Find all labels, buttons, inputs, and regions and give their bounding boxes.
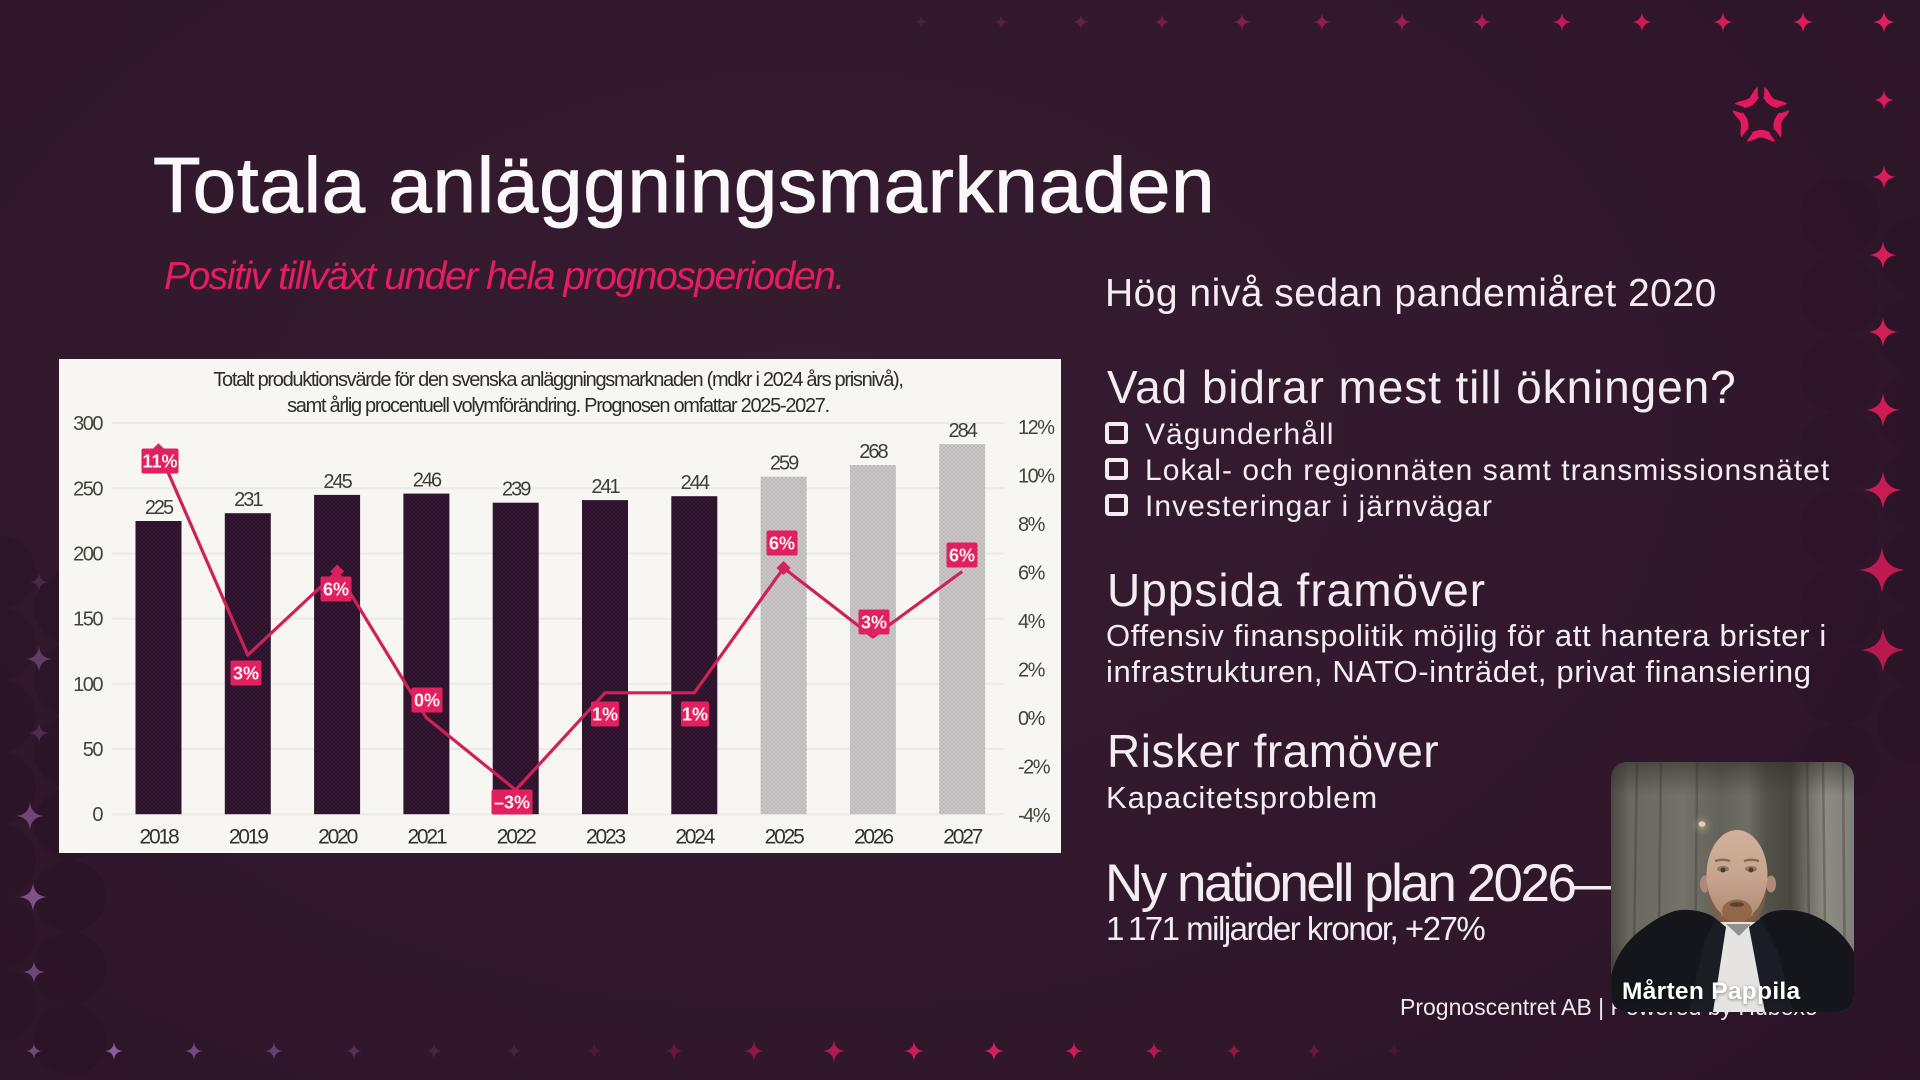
- svg-text:–3%: –3%: [494, 793, 530, 813]
- svg-text:245: 245: [323, 471, 352, 493]
- svg-text:Totalt produktionsvärde för de: Totalt produktionsvärde för den svenska …: [213, 369, 902, 391]
- svg-text:2018: 2018: [140, 826, 179, 849]
- svg-text:268: 268: [859, 441, 888, 463]
- svg-text:239: 239: [502, 479, 531, 501]
- svg-text:1%: 1%: [592, 705, 618, 725]
- svg-text:-2%: -2%: [1018, 756, 1051, 778]
- svg-text:12%: 12%: [1018, 417, 1055, 439]
- svg-text:samt årlig procentuell volymfö: samt årlig procentuell volymförändring. …: [287, 395, 829, 417]
- svg-text:2027: 2027: [943, 826, 982, 849]
- svg-text:2022: 2022: [497, 826, 536, 849]
- svg-text:241: 241: [591, 476, 620, 498]
- svg-text:2019: 2019: [229, 826, 268, 849]
- svg-text:2025: 2025: [765, 826, 804, 849]
- svg-text:0: 0: [92, 804, 103, 826]
- svg-text:2020: 2020: [318, 826, 357, 849]
- svg-text:10%: 10%: [1018, 465, 1055, 487]
- svg-text:259: 259: [770, 453, 799, 475]
- svg-text:300: 300: [73, 413, 103, 435]
- svg-text:246: 246: [413, 470, 442, 492]
- svg-text:3%: 3%: [233, 664, 259, 684]
- svg-text:50: 50: [83, 739, 104, 761]
- svg-text:284: 284: [949, 420, 978, 442]
- svg-text:225: 225: [145, 497, 174, 519]
- svg-text:250: 250: [73, 478, 103, 500]
- svg-text:2024: 2024: [675, 826, 715, 849]
- svg-text:6%: 6%: [769, 534, 795, 554]
- svg-text:6%: 6%: [323, 580, 349, 600]
- svg-text:231: 231: [234, 489, 263, 511]
- svg-text:8%: 8%: [1018, 514, 1046, 536]
- svg-text:0%: 0%: [1018, 708, 1046, 730]
- svg-text:0%: 0%: [414, 691, 440, 711]
- svg-text:200: 200: [73, 544, 103, 566]
- svg-text:11%: 11%: [142, 452, 177, 472]
- svg-text:4%: 4%: [1018, 611, 1046, 633]
- svg-text:6%: 6%: [949, 546, 975, 566]
- svg-text:1%: 1%: [682, 705, 708, 725]
- svg-text:2023: 2023: [586, 826, 625, 849]
- svg-text:2021: 2021: [407, 826, 446, 849]
- svg-text:244: 244: [681, 472, 710, 494]
- svg-text:2026: 2026: [854, 826, 893, 849]
- svg-text:-4%: -4%: [1018, 805, 1051, 827]
- svg-text:6%: 6%: [1018, 562, 1046, 584]
- svg-text:150: 150: [73, 609, 103, 631]
- svg-text:2%: 2%: [1018, 659, 1046, 681]
- svg-text:3%: 3%: [861, 613, 887, 633]
- svg-text:100: 100: [73, 674, 103, 696]
